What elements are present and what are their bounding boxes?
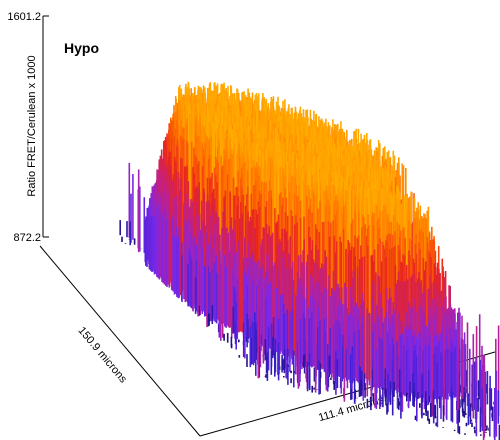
y-axis-line (39, 245, 201, 437)
z-axis: 1601.2 872.2 Ratio FRET/Cerulean x 1000 (7, 11, 49, 244)
panel-title: Hypo (64, 40, 99, 56)
surface (119, 81, 500, 440)
z-tick-label-min: 872.2 (13, 232, 41, 244)
z-axis-label: Ratio FRET/Cerulean x 1000 (26, 55, 38, 196)
z-tick-label-max: 1601.2 (7, 11, 41, 23)
y-axis-label: 150.9 microns (75, 325, 129, 386)
